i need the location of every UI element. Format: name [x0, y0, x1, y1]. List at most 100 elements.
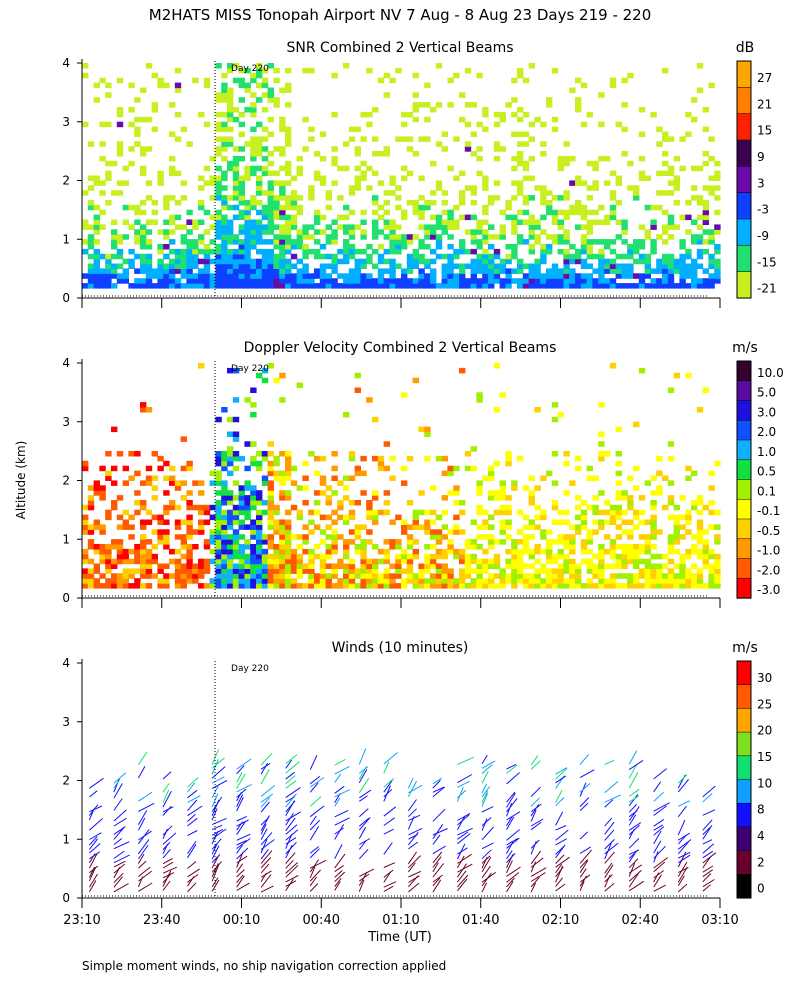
heatmap-cell	[169, 278, 176, 284]
heatmap-cell	[714, 248, 721, 255]
heatmap-cell	[244, 514, 251, 521]
wind-barb	[187, 817, 198, 827]
heatmap-cell	[650, 239, 657, 245]
heatmap-cell	[517, 67, 524, 74]
wind-barb	[260, 793, 274, 803]
heatmap-cell	[406, 500, 414, 506]
heatmap-cell	[203, 258, 211, 265]
heatmap-cell	[279, 244, 286, 250]
heatmap-cell	[372, 263, 379, 269]
heatmap-cell	[343, 63, 350, 69]
heatmap-cell	[227, 116, 234, 123]
heatmap-cell	[215, 490, 222, 496]
wind-barb	[211, 817, 227, 826]
y-tick-label: 0	[62, 891, 70, 905]
heatmap-cell	[244, 563, 251, 569]
heatmap-cell	[227, 534, 234, 540]
heatmap-cell	[163, 283, 170, 289]
wind-barb	[530, 755, 539, 766]
heatmap-cell	[343, 411, 350, 418]
heatmap-cell	[430, 107, 437, 113]
heatmap-cell	[667, 558, 675, 565]
heatmap-cell	[389, 219, 396, 225]
heatmap-cell	[186, 524, 193, 530]
heatmap-cell	[580, 209, 588, 216]
heatmap-cell	[557, 548, 564, 555]
wind-barb	[481, 806, 494, 813]
heatmap-cell	[453, 175, 460, 181]
heatmap-cell	[302, 67, 309, 74]
y-tick-label: 4	[62, 56, 70, 70]
heatmap-cell	[679, 136, 686, 142]
heatmap-cell	[244, 244, 251, 250]
wind-barb	[334, 824, 345, 840]
wind-barb	[456, 855, 465, 869]
heatmap-cell	[180, 578, 187, 584]
heatmap-cell	[140, 268, 147, 274]
wind-barb	[653, 802, 670, 812]
heatmap-cell	[598, 455, 605, 462]
heatmap-cell	[412, 578, 419, 584]
heatmap-cell	[163, 578, 170, 584]
heatmap-cell	[708, 485, 715, 491]
heatmap-cell	[140, 519, 147, 525]
heatmap-cell	[308, 573, 315, 579]
heatmap-cell	[702, 229, 709, 235]
heatmap-cell	[250, 455, 257, 462]
heatmap-cell	[116, 234, 124, 240]
heatmap-cell	[232, 155, 240, 162]
wind-barb	[137, 853, 145, 864]
heatmap-cell	[360, 470, 367, 477]
wind-barb	[604, 842, 619, 855]
heatmap-cell	[360, 539, 367, 545]
heatmap-cell	[604, 519, 611, 525]
heatmap-cell	[285, 578, 292, 584]
heatmap-cell	[221, 514, 228, 521]
heatmap-cell	[140, 278, 147, 284]
wind-barb	[677, 866, 688, 883]
heatmap-cell	[319, 283, 327, 289]
heatmap-cell	[285, 229, 292, 235]
heatmap-cell	[569, 278, 576, 284]
heatmap-cell	[209, 470, 216, 477]
wind-barb	[334, 817, 350, 826]
heatmap-cell	[128, 548, 135, 555]
wind-barb	[285, 864, 299, 878]
heatmap-cell	[209, 578, 216, 584]
heatmap-cell	[546, 268, 553, 274]
heatmap-cell	[215, 460, 222, 467]
heatmap-cell	[151, 573, 158, 579]
wind-barb	[506, 881, 514, 893]
heatmap-cell	[389, 283, 396, 289]
heatmap-cell	[528, 263, 535, 269]
wind-barb	[628, 750, 638, 765]
heatmap-cell	[325, 253, 332, 260]
heatmap-cell	[145, 180, 153, 186]
y-tick-label: 0	[62, 591, 70, 605]
heatmap-cell	[261, 239, 269, 245]
heatmap-cell	[412, 278, 419, 284]
heatmap-cell	[453, 263, 460, 269]
heatmap-cell	[215, 563, 222, 569]
heatmap-cell	[685, 111, 692, 118]
wind-barb	[285, 852, 296, 864]
heatmap-cell	[360, 175, 367, 181]
heatmap-cell	[511, 485, 518, 491]
heatmap-cell	[662, 553, 669, 560]
heatmap-cell	[232, 455, 240, 462]
heatmap-cell	[633, 509, 640, 516]
heatmap-cell	[412, 573, 419, 579]
heatmap-cell	[586, 244, 593, 250]
wind-barb	[457, 774, 473, 784]
heatmap-cell	[563, 155, 570, 162]
wind-barb	[408, 814, 421, 821]
heatmap-cell	[540, 278, 547, 284]
wind-barb	[137, 810, 148, 826]
heatmap-cell	[598, 204, 605, 211]
heatmap-cell	[418, 239, 425, 245]
heatmap-cell	[609, 578, 617, 584]
heatmap-cell	[325, 239, 332, 245]
heatmap-cell	[459, 553, 466, 560]
heatmap-cell	[557, 563, 564, 569]
heatmap-cell	[331, 283, 338, 289]
